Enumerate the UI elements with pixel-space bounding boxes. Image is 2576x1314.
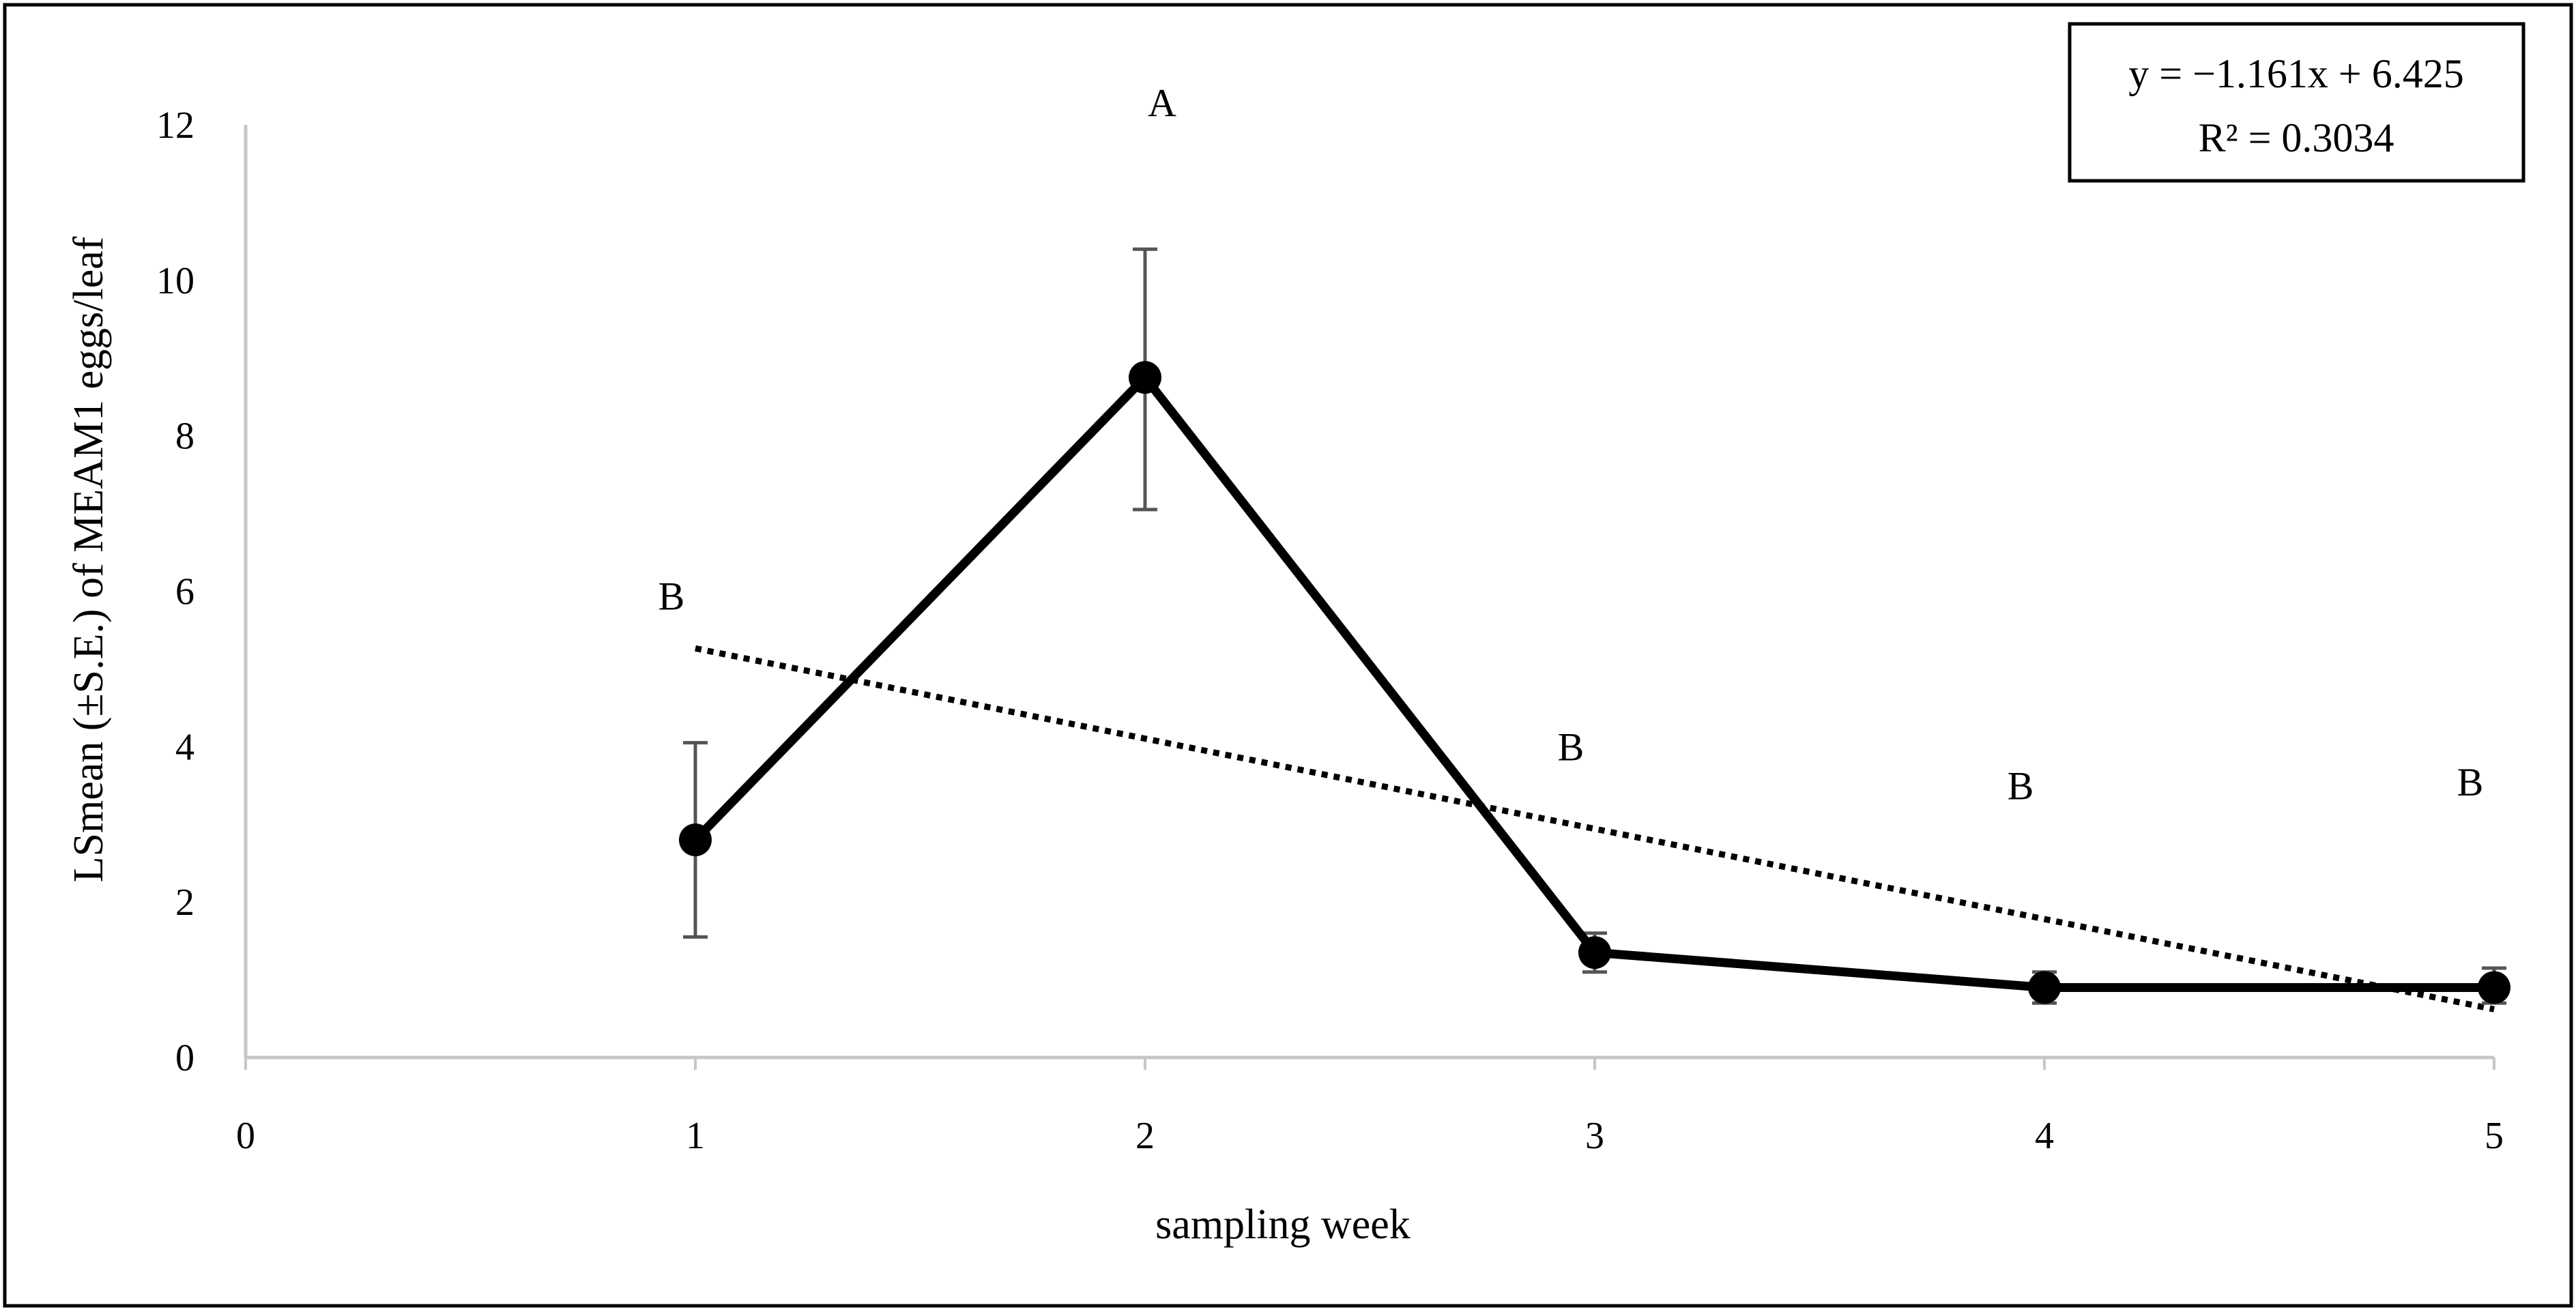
y-tick-label: 0	[175, 1037, 194, 1079]
trendline	[695, 645, 2495, 1012]
data-point	[2478, 971, 2510, 1004]
y-tick-label: 4	[175, 726, 194, 768]
trendline-equation-box: y = −1.161x + 6.425 R² = 0.3034	[2068, 22, 2526, 183]
chart-frame	[3, 3, 2573, 1308]
data-point	[1129, 361, 1161, 394]
x-tick-label: 3	[1585, 1115, 1604, 1157]
y-tick-label: 12	[156, 104, 194, 147]
x-tick-label: 1	[686, 1115, 705, 1157]
significance-letter: B	[659, 574, 685, 619]
y-axis-title: LSmean (±S.E.) of MEAM1 eggs/leaf	[66, 236, 112, 882]
significance-letter: A	[1148, 81, 1176, 125]
y-tick-label: 10	[156, 260, 194, 302]
significance-letter: B	[2457, 760, 2484, 804]
equation-box-border	[2068, 22, 2526, 183]
significance-letter: B	[2008, 764, 2034, 808]
significance-letters: B A B B B	[659, 81, 2484, 808]
significance-letter: B	[1558, 725, 1584, 770]
x-tick-label: 5	[2485, 1115, 2504, 1157]
x-tick-label: 0	[236, 1115, 255, 1157]
x-tick-label: 2	[1135, 1115, 1155, 1157]
trendline-layer	[695, 645, 2495, 1012]
trendline-r-squared: R² = 0.3034	[2199, 115, 2394, 160]
series-layer	[679, 361, 2510, 1004]
data-point	[679, 823, 712, 857]
data-point	[1578, 936, 1611, 969]
y-tick-label: 8	[175, 415, 194, 458]
trendline-equation: y = −1.161x + 6.425	[2128, 51, 2464, 96]
x-tick-label: 4	[2035, 1115, 2054, 1157]
data-point	[2028, 971, 2061, 1004]
y-tick-label: 6	[175, 571, 194, 613]
y-tick-label: 2	[175, 881, 194, 924]
x-axis-title: sampling week	[1155, 1201, 1410, 1248]
